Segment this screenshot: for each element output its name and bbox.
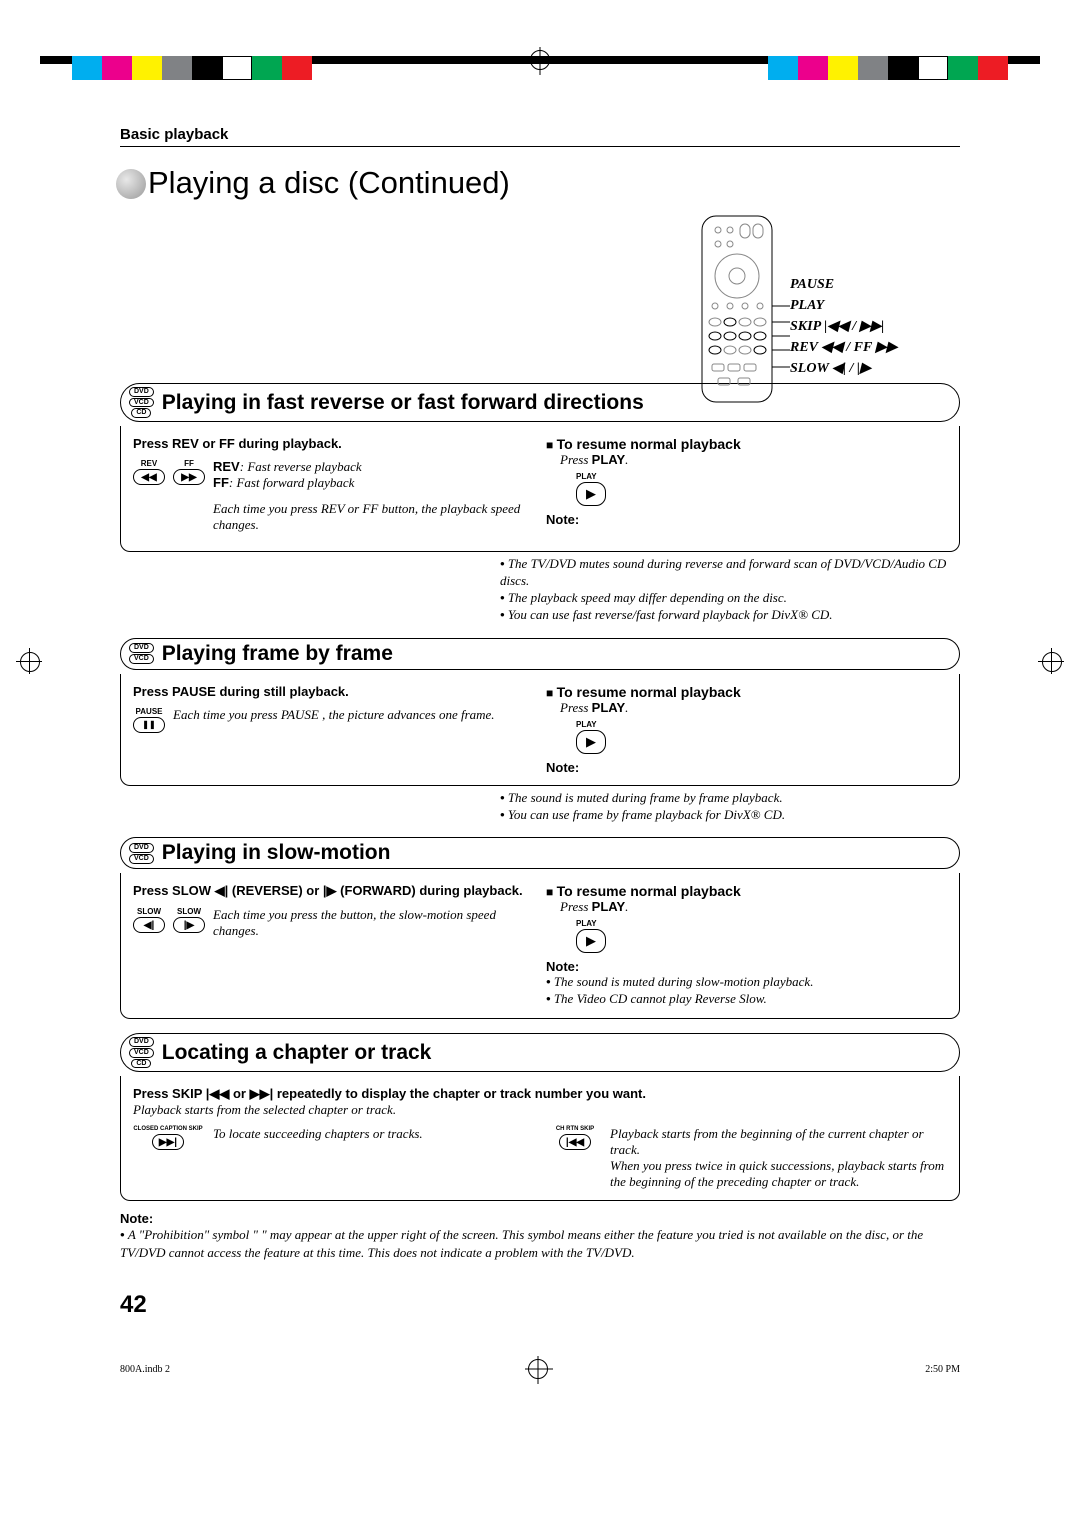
page-number: 42 [120,1291,960,1319]
remote-icon [700,214,790,404]
section-slow-title: Playing in slow-motion [162,841,391,865]
color-registration-right [768,56,1008,80]
remote-label-slow: SLOW ◀| / |▶ [790,358,897,379]
play-button-icon: PLAY ▶ [576,720,947,754]
slow-note-heading: Note: [546,959,947,974]
fastscan-notes: The TV/DVD mutes sound during reverse an… [500,556,960,624]
disc-badge: VCD [129,1048,154,1058]
play-button-icon: PLAY ▶ [576,472,947,506]
skip-fwd-button-icon: CLOSED CAPTION SKIP ▶▶| [133,1126,203,1150]
registration-mark-bottom [528,1359,548,1379]
section-frame-title: Playing frame by frame [162,642,393,666]
remote-label-pause: PAUSE [790,274,897,295]
locate-subtext: Playback starts from the selected chapte… [133,1102,947,1118]
remote-diagram: PAUSE PLAY SKIP |◀◀ / ▶▶| REV ◀◀ / FF ▶▶… [700,214,960,404]
section-fastscan-title: Playing in fast reverse or fast forward … [162,391,644,415]
section-fastscan-body: Press REV or FF during playback. REV ◀◀ … [120,426,960,552]
frame-instruction: Press PAUSE during still playback. [133,684,534,699]
disc-badge: CD [131,408,151,418]
section-locate-header: DVDVCDCD Locating a chapter or track [120,1033,960,1072]
color-registration-left [72,56,312,80]
slow-instruction: Press SLOW ◀| (REVERSE) or |▶ (FORWARD) … [133,883,534,899]
rev-button-icon: REV ◀◀ [133,459,165,485]
slow-resume-heading: To resume normal playback [546,883,947,899]
disc-badge: VCD [129,654,154,664]
disc-badge: CD [131,1059,151,1069]
footer-left: 800A.indb 2 [120,1364,170,1375]
frame-notes: The sound is muted during frame by frame… [500,790,960,824]
section-frame-header: DVDVCD Playing frame by frame [120,638,960,670]
fastscan-resume-heading: To resume normal playback [546,436,947,452]
remote-label-revff: REV ◀◀ / FF ▶▶ [790,337,897,358]
prohibition-note: Note: A "Prohibition" symbol " " may app… [120,1211,960,1261]
footer-right: 2:50 PM [925,1364,960,1375]
registration-mark-top [530,50,550,70]
disc-badge: DVD [129,843,154,853]
disc-badge: DVD [129,1037,154,1047]
section-locate-body: Press SKIP |◀◀ or ▶▶| repeatedly to disp… [120,1076,960,1201]
frame-resume-heading: To resume normal playback [546,684,947,700]
disc-badge: VCD [129,398,154,408]
frame-note-heading: Note: [546,760,947,775]
section-slow-header: DVDVCD Playing in slow-motion [120,837,960,869]
fastscan-note-heading: Note: [546,512,947,527]
fastscan-instruction: Press REV or FF during playback. [133,436,534,451]
section-slow-body: Press SLOW ◀| (REVERSE) or |▶ (FORWARD) … [120,873,960,1019]
print-footer: 800A.indb 2 2:50 PM [0,1359,1080,1379]
crop-marks-top [0,56,1080,126]
section-label: Basic playback [120,126,960,147]
ff-button-icon: FF ▶▶ [173,459,205,485]
remote-label-skip: SKIP |◀◀ / ▶▶| [790,316,897,337]
disc-badge: DVD [129,643,154,653]
pause-button-icon: PAUSE ❚❚ [133,707,165,733]
remote-label-play: PLAY [790,295,897,316]
page-title: Playing a disc (Continued) [120,165,960,201]
play-button-icon: PLAY ▶ [576,919,947,953]
section-frame-body: Press PAUSE during still playback. PAUSE… [120,674,960,786]
slow-fwd-button-icon: SLOW |▶ [173,907,205,933]
locate-instruction: Press SKIP |◀◀ or ▶▶| repeatedly to disp… [133,1086,947,1102]
slow-rev-button-icon: SLOW ◀| [133,907,165,933]
skip-rev-button-icon: CH RTN SKIP |◀◀ [550,1126,600,1150]
remote-labels: PAUSE PLAY SKIP |◀◀ / ▶▶| REV ◀◀ / FF ▶▶… [790,214,897,404]
disc-badge: DVD [129,387,154,397]
disc-badge: VCD [129,854,154,864]
section-locate-title: Locating a chapter or track [162,1041,432,1065]
